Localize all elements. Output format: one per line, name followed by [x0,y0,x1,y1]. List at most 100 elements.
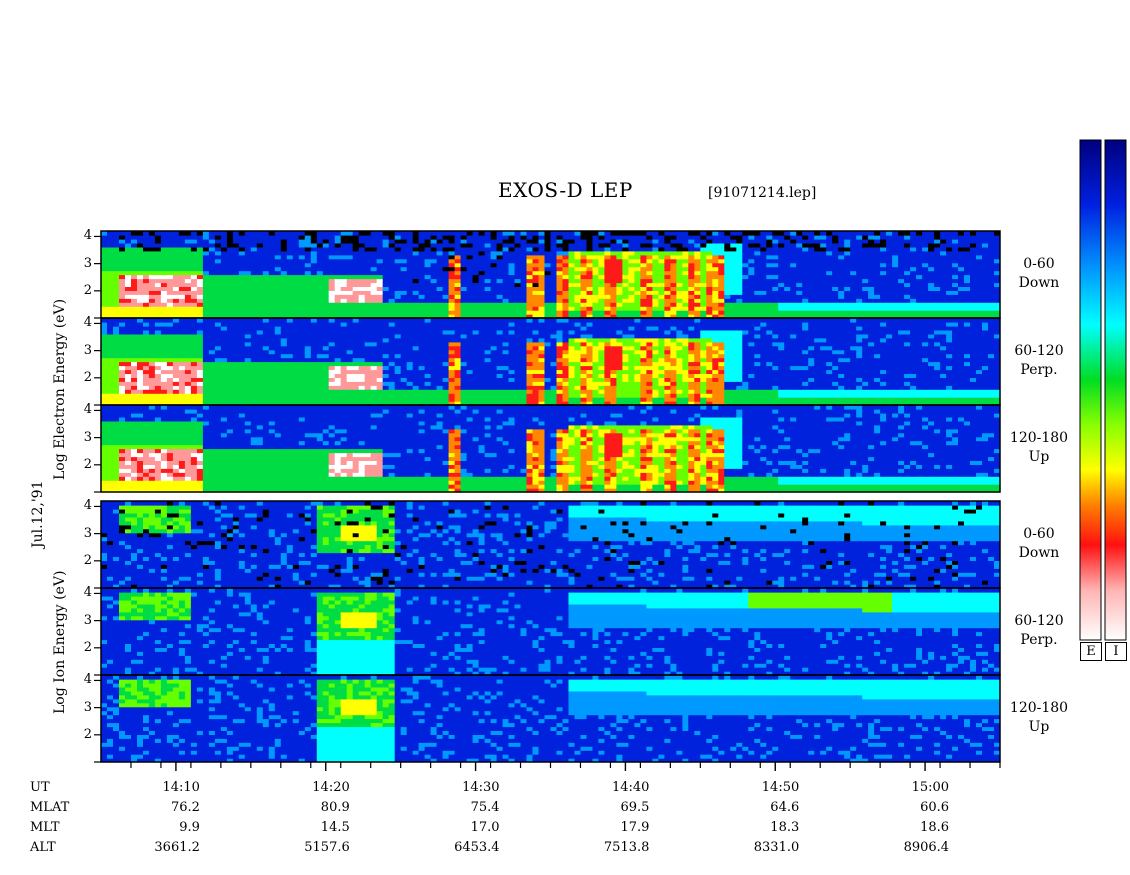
heatmap-cell [184,389,192,394]
heatmap-cell [214,381,222,386]
heatmap-cell [442,286,450,291]
heatmap-cell [952,235,959,240]
heatmap-cell [988,254,995,260]
heatmap-cell [460,302,468,307]
heatmap-cell [166,365,174,371]
heatmap-cell [202,250,210,256]
heatmap-cell [610,290,617,295]
heatmap-cell [310,294,318,299]
heatmap-cell [844,302,851,307]
heatmap-cell [520,246,528,252]
heatmap-cell [832,250,839,256]
heatmap-cell [796,235,803,240]
heatmap-cell [418,310,426,315]
heatmap-cell [976,306,983,311]
heatmap-cell [736,246,743,252]
heatmap-cell [274,381,282,386]
heatmap-cell [844,310,851,315]
heatmap-cell [370,290,378,295]
heatmap-cell [472,294,480,299]
heatmap-cell [442,329,450,335]
heatmap-cell [922,282,929,287]
heatmap-cell [814,242,821,248]
heatmap-cell [538,231,546,236]
heatmap-cell [424,238,432,244]
heatmap-cell [700,254,707,260]
heatmap-cell [502,294,510,299]
heatmap-cell [442,270,450,276]
heatmap-cell [364,231,372,236]
heatmap-cell [784,246,791,252]
heatmap-cell [334,373,342,378]
heatmap-cell [113,238,120,244]
heatmap-cell [334,286,342,291]
heatmap-cell [454,329,462,335]
heatmap-cell [562,298,570,303]
heatmap-cell [125,310,132,315]
heatmap-cell [376,254,384,260]
heatmap-cell [922,314,929,319]
heatmap-cell [508,278,516,284]
heatmap-cell [143,290,150,295]
heatmap-cell [166,397,174,402]
heatmap-cell [532,246,540,252]
heatmap-cell [694,242,701,248]
heatmap-cell [892,235,899,240]
heatmap-cell [424,262,432,268]
heatmap-cell [970,294,977,299]
heatmap-cell [262,254,270,260]
heatmap-cell [478,270,486,276]
heatmap-cell [226,322,234,327]
heatmap-cell [988,266,995,272]
heatmap-cell [490,242,498,248]
heatmap-cell [730,294,737,299]
heatmap-cell [574,278,582,284]
heatmap-cell [310,250,318,256]
heatmap-cell [316,266,324,272]
heatmap-cell [970,246,977,252]
heatmap-cell [610,262,617,268]
heatmap-cell [376,365,384,371]
heatmap-cell [484,310,492,315]
heatmap-cell [101,369,108,374]
heatmap-cell [784,306,791,311]
heatmap-cell [202,258,210,264]
heatmap-cell [526,345,534,351]
heatmap-cell [688,254,695,260]
heatmap-cell [526,274,534,280]
heatmap-cell [119,286,126,291]
heatmap-cell [976,250,983,256]
heatmap-cell [964,262,971,268]
heatmap-cell [172,235,180,240]
heatmap-cell [544,353,552,359]
heatmap-cell [376,290,384,295]
heatmap-cell [484,314,492,319]
heatmap-cell [844,294,851,299]
heatmap-cell [250,389,258,394]
heatmap-cell [113,373,120,378]
heatmap-cell [208,353,216,359]
heatmap-cell [340,250,348,256]
heatmap-cell [101,389,108,394]
heatmap-cell [364,337,372,343]
heatmap-cell [196,361,204,367]
heatmap-cell [280,254,288,260]
heatmap-cell [772,246,779,252]
heatmap-cell [172,270,180,276]
heatmap-cell [436,302,444,307]
heatmap-cell [472,286,480,291]
heatmap-cell [520,270,528,276]
heatmap-cell [268,294,276,299]
heatmap-cell [550,314,558,319]
heatmap-cell [316,345,324,351]
heatmap-cell [490,397,498,402]
heatmap-cell [101,361,108,367]
heatmap-cell [316,329,324,335]
heatmap-cell [113,266,120,272]
heatmap-cell [706,250,713,256]
heatmap-cell [550,262,558,268]
heatmap-cell [328,258,336,264]
heatmap-cell [964,231,971,236]
heatmap-cell [454,238,462,244]
heatmap-cell [676,254,683,260]
